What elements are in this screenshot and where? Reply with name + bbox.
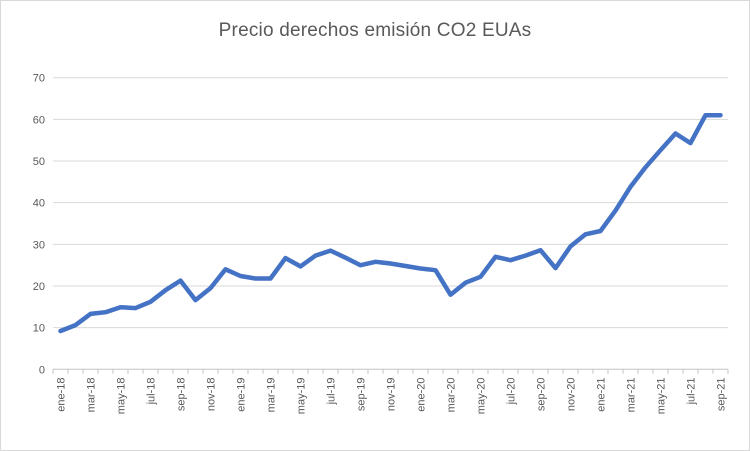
y-axis-tick-label: 20 — [33, 281, 45, 293]
x-axis-tick-label: may-20 — [476, 378, 488, 415]
x-axis-tick-label: jul-18 — [146, 378, 158, 406]
x-axis-tick-label: mar-18 — [86, 378, 98, 413]
x-axis-tick-label: sep-18 — [176, 378, 188, 412]
x-axis-tick-label: may-18 — [116, 378, 128, 415]
price-series-line — [58, 112, 723, 334]
y-axis-tick-label: 60 — [33, 114, 45, 126]
x-axis-tick-label: may-21 — [656, 378, 668, 415]
y-axis-tick-label: 0 — [39, 364, 45, 376]
x-axis-labels: ene-18 mar-18 may-18 jul-18 sep-18 nov-18 ene-… — [56, 378, 728, 415]
x-axis-tick-label: ene-21 — [596, 378, 608, 412]
x-axis-tick-label: mar-21 — [626, 378, 638, 413]
y-axis-tick-label: 70 — [33, 73, 45, 85]
x-axis-tick-label: nov-19 — [386, 378, 398, 412]
x-axis-tick-label: nov-18 — [206, 378, 218, 412]
y-axis-tick-label: 30 — [33, 239, 45, 251]
y-axis-tick-label: 10 — [33, 323, 45, 335]
price-series — [58, 112, 723, 334]
x-axis-tick-label: mar-19 — [266, 378, 278, 413]
x-axis-tick-label: jul-19 — [326, 378, 338, 406]
x-axis-tick-label: ene-18 — [56, 378, 68, 412]
axes — [52, 368, 729, 374]
x-axis-tick-label: sep-21 — [716, 378, 728, 412]
x-axis-tick-label: jul-20 — [506, 378, 518, 406]
gridlines — [53, 77, 728, 329]
x-axis-tick-label: mar-20 — [446, 378, 458, 413]
chart-title: Precio derechos emisión CO2 EUAs — [218, 20, 532, 41]
x-axis-tick-label: may-19 — [296, 378, 308, 415]
y-axis-tick-label: 50 — [33, 156, 45, 168]
x-axis-tick-label: sep-19 — [356, 378, 368, 412]
x-axis-tick-label: ene-19 — [236, 378, 248, 412]
x-axis-tick-label: ene-20 — [416, 378, 428, 412]
y-axis-labels: 0 10 20 30 40 50 60 70 — [33, 73, 45, 377]
x-axis-tick-label: jul-21 — [686, 378, 698, 406]
x-axis-tick-label: sep-20 — [536, 378, 548, 412]
y-axis-tick-label: 40 — [33, 198, 45, 210]
x-axis-tick-label: nov-20 — [566, 378, 578, 412]
